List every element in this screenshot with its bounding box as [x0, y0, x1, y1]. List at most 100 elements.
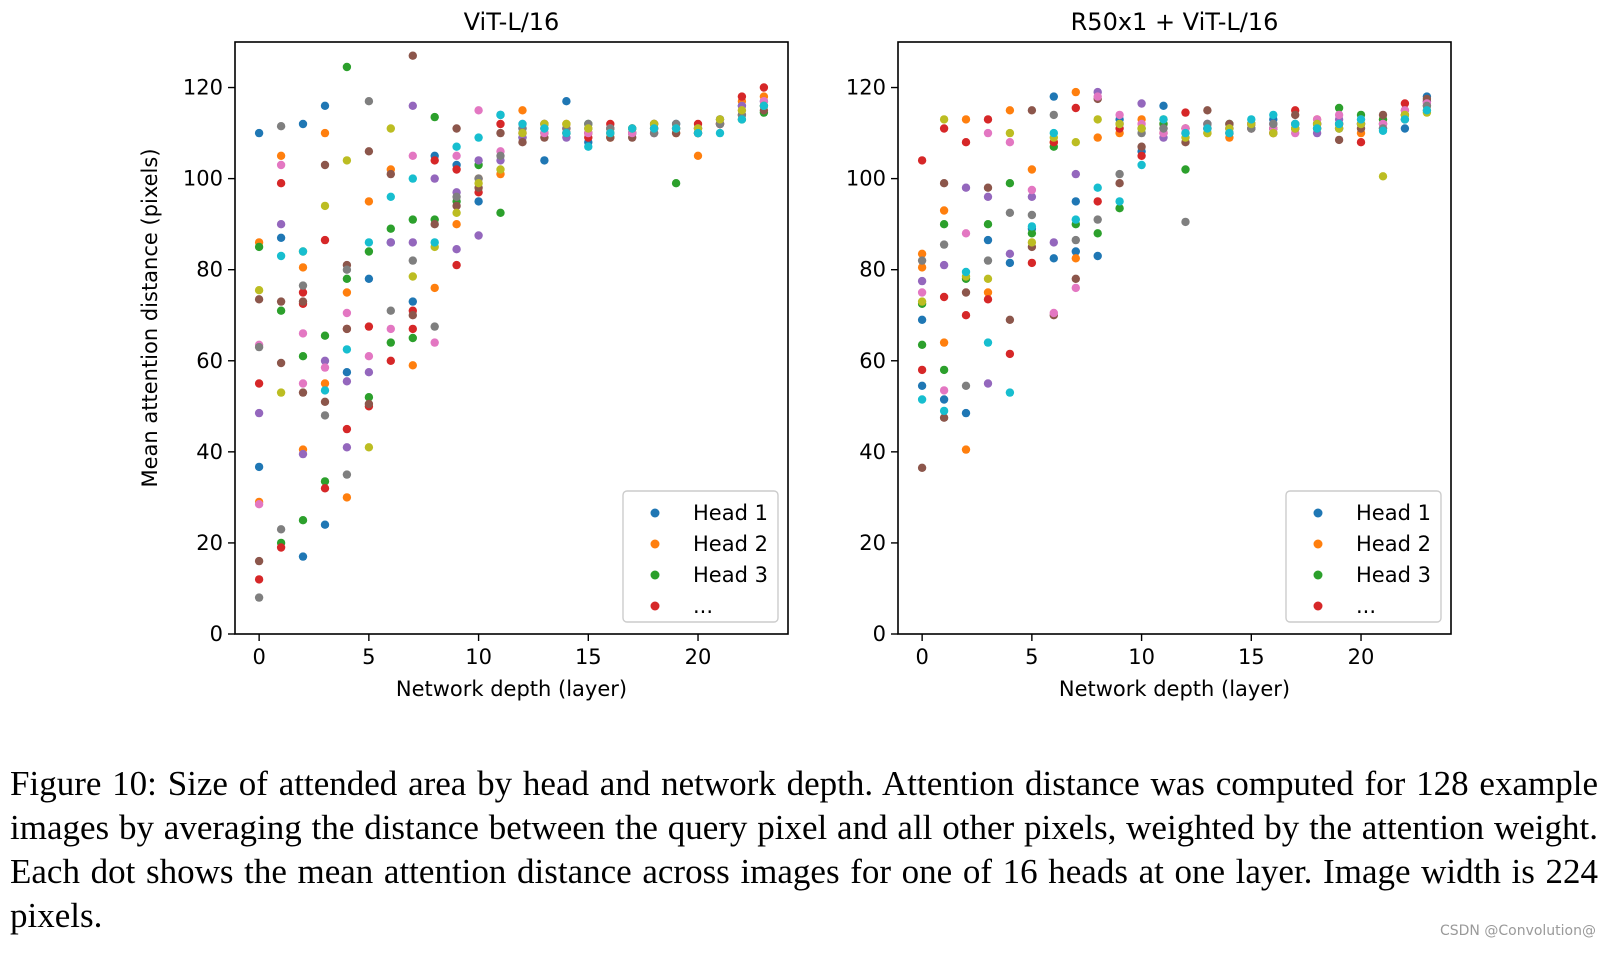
- data-point: [939, 395, 949, 404]
- data-point: [254, 379, 264, 388]
- data-point: [540, 124, 549, 133]
- data-point: [983, 220, 993, 229]
- data-point: [1312, 124, 1322, 133]
- data-point: [1115, 179, 1124, 188]
- data-point: [1005, 128, 1015, 138]
- data-point: [1356, 138, 1366, 147]
- data-point: [671, 179, 681, 188]
- data-point: [1093, 133, 1102, 142]
- legend-marker: [650, 539, 660, 549]
- data-point: [628, 124, 637, 133]
- data-point: [1071, 274, 1081, 283]
- data-point: [452, 142, 461, 151]
- data-point: [364, 197, 374, 206]
- data-point: [496, 119, 505, 129]
- data-point: [1005, 349, 1015, 359]
- plot-frame: [897, 41, 1452, 635]
- data-point: [1071, 235, 1081, 245]
- data-point: [1027, 106, 1037, 115]
- legend: Head 1 Head 2 Head 3...: [1285, 490, 1442, 623]
- data-point: [320, 411, 330, 420]
- data-point: [939, 240, 949, 249]
- data-point: [1027, 258, 1037, 268]
- data-point: [408, 272, 417, 281]
- data-point: [1115, 110, 1124, 120]
- data-point: [276, 179, 286, 188]
- data-point: [939, 406, 949, 416]
- data-point: [496, 151, 505, 160]
- y-tick-label: 40: [196, 440, 223, 464]
- data-point: [254, 462, 264, 472]
- y-tick-label: 100: [183, 167, 223, 191]
- data-point: [342, 156, 352, 165]
- data-point: [320, 331, 330, 340]
- data-point: [1071, 283, 1081, 293]
- data-point: [452, 151, 461, 160]
- legend-label: Head 3: [1356, 563, 1431, 587]
- data-point: [408, 333, 417, 343]
- data-point: [430, 322, 439, 331]
- y-tick-label: 60: [196, 349, 223, 373]
- data-point: [254, 556, 264, 566]
- legend-label: Head 2: [1356, 532, 1431, 556]
- data-point: [276, 220, 286, 229]
- data-point: [342, 424, 352, 434]
- data-point: [1115, 204, 1124, 213]
- data-point: [606, 128, 615, 138]
- data-point: [1027, 165, 1037, 174]
- data-point: [496, 208, 505, 217]
- data-point: [1378, 126, 1388, 135]
- data-point: [1049, 92, 1059, 101]
- data-point: [254, 295, 264, 304]
- data-point: [342, 265, 352, 274]
- data-point: [298, 119, 308, 129]
- data-point: [939, 124, 949, 133]
- data-point: [983, 295, 993, 304]
- data-point: [1269, 128, 1278, 138]
- data-point: [961, 138, 971, 147]
- data-point: [715, 115, 725, 124]
- x-tick-label: 20: [685, 645, 712, 669]
- data-point: [917, 395, 927, 404]
- data-point: [254, 575, 264, 584]
- data-point: [1203, 124, 1212, 133]
- data-point: [1356, 115, 1366, 124]
- data-point: [983, 235, 993, 245]
- data-point: [1137, 151, 1146, 160]
- data-point: [737, 106, 747, 115]
- data-point: [518, 119, 527, 129]
- data-point: [474, 231, 483, 240]
- x-axis-label: Network depth (layer): [396, 677, 627, 701]
- data-point: [518, 128, 527, 138]
- data-point: [430, 174, 439, 183]
- data-point: [386, 124, 395, 133]
- data-point: [1181, 165, 1190, 174]
- data-point: [1093, 251, 1102, 261]
- data-point: [961, 183, 971, 192]
- data-point: [917, 340, 927, 349]
- data-point: [430, 283, 439, 293]
- data-point: [1071, 169, 1081, 179]
- data-point: [1115, 169, 1124, 179]
- data-point: [1071, 87, 1081, 97]
- data-point: [342, 274, 352, 283]
- y-tick-label: 80: [859, 258, 886, 282]
- data-point: [320, 235, 330, 245]
- data-point: [961, 311, 971, 320]
- data-point: [1005, 208, 1015, 217]
- data-point: [1093, 92, 1102, 101]
- data-point: [759, 83, 769, 92]
- data-point: [342, 368, 352, 377]
- data-point: [320, 363, 330, 372]
- data-point: [276, 358, 286, 368]
- data-point: [1115, 197, 1124, 206]
- data-point: [1027, 210, 1037, 220]
- x-tick-label: 15: [575, 645, 602, 669]
- data-point: [430, 238, 439, 247]
- watermark: CSDN @Convolution@: [1439, 923, 1596, 939]
- data-point: [320, 397, 330, 406]
- data-point: [1159, 101, 1168, 111]
- data-point: [1005, 258, 1015, 268]
- y-tick-label: 60: [859, 349, 886, 373]
- data-point: [584, 124, 593, 133]
